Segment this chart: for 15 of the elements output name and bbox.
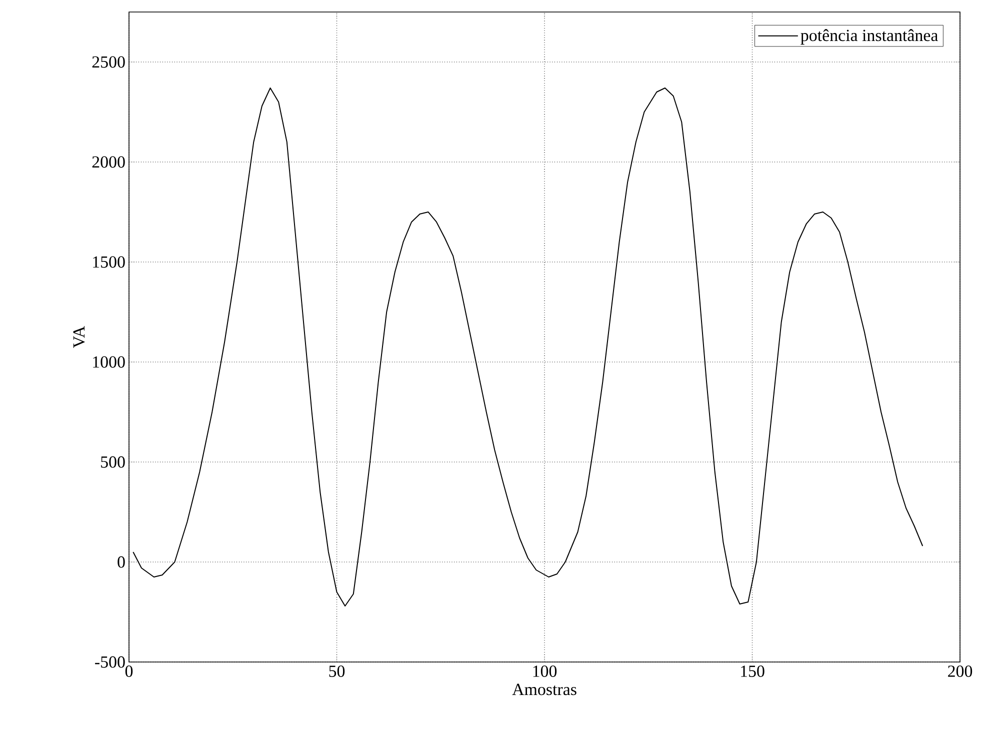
y-tick-label: -500: [95, 656, 125, 668]
y-tick-label: 2000: [92, 156, 125, 168]
x-axis-title: Amostras: [512, 684, 576, 696]
x-tick-label: 50: [329, 666, 345, 677]
legend-label: potência instantânea: [800, 29, 938, 45]
y-tick-label: 500: [101, 456, 125, 468]
x-tick-label: 0: [125, 666, 133, 677]
y-tick-label: 1500: [93, 256, 125, 268]
y-tick-label: 1000: [93, 356, 125, 368]
x-tick-label: 100: [533, 666, 557, 677]
y-tick-label: 0: [118, 556, 125, 568]
x-tick-label: 150: [741, 666, 764, 677]
y-tick-label: 2500: [92, 56, 125, 68]
x-tick-label: 200: [948, 666, 972, 677]
y-axis-title: VA: [73, 326, 85, 348]
